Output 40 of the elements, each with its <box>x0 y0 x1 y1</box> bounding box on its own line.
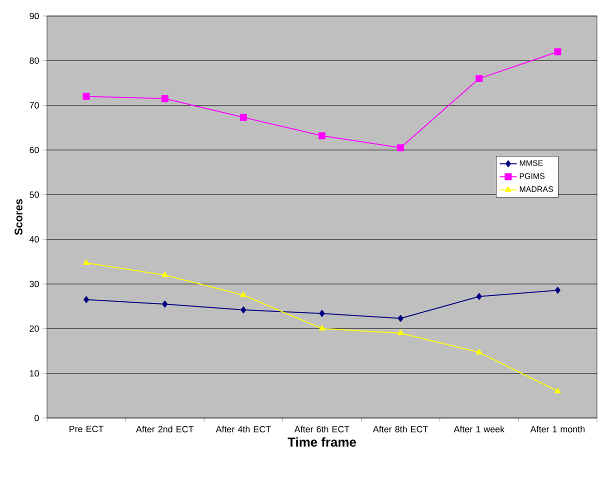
point <box>476 293 482 300</box>
x-tick-label: After 1 week <box>454 426 505 432</box>
x-tick-label: After 8th ECT <box>372 426 428 432</box>
point <box>162 272 168 278</box>
point <box>84 296 90 304</box>
y-tick-label: 60 <box>30 146 39 154</box>
point <box>162 300 168 308</box>
point <box>476 348 482 354</box>
point <box>82 92 90 100</box>
point <box>240 114 247 121</box>
point <box>83 260 90 266</box>
point <box>554 286 560 294</box>
point <box>318 325 326 331</box>
point <box>554 48 562 56</box>
x-tick-label: Pre ECT <box>70 426 104 432</box>
point <box>240 306 246 314</box>
point <box>398 314 404 322</box>
point <box>319 310 325 317</box>
point <box>240 292 247 298</box>
x-tick-label: After 6th ECT <box>294 426 350 432</box>
point <box>397 144 404 152</box>
point <box>397 330 404 336</box>
y-tick-label: 0 <box>34 414 39 422</box>
y-tick-label: 50 <box>30 191 39 198</box>
y-tick-label: 70 <box>30 102 39 109</box>
y-tick-label: 10 <box>30 370 39 377</box>
y-tick-label: 40 <box>29 236 39 243</box>
x-tick-label: After 4th ECT <box>216 426 271 432</box>
y-axis-title: Scores <box>14 199 22 235</box>
y-tick-label: 20 <box>30 325 39 332</box>
point <box>554 388 561 394</box>
x-tick-label: After 1 month <box>530 426 585 432</box>
x-tick-label: After 2nd ECT <box>136 426 194 432</box>
x-axis-title: Time frame <box>288 437 356 447</box>
point <box>161 95 168 102</box>
y-tick-label: 90 <box>30 12 39 20</box>
y-tick-label: 30 <box>30 280 39 288</box>
point <box>318 132 326 140</box>
point <box>476 75 483 82</box>
y-tick-label: 80 <box>30 57 39 64</box>
